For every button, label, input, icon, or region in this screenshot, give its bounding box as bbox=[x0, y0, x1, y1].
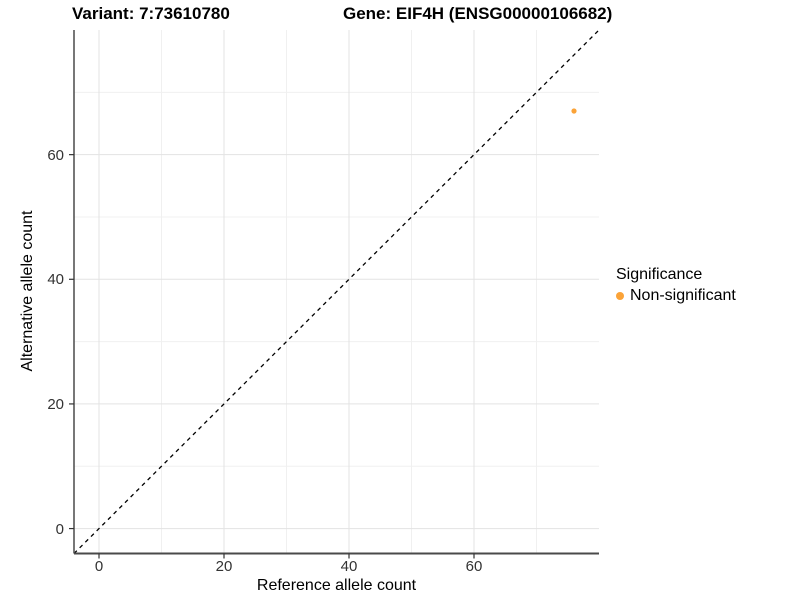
x-tick-label: 60 bbox=[465, 558, 483, 575]
x-tick-label: 20 bbox=[215, 558, 233, 575]
identity-dashed-line bbox=[73, 29, 600, 554]
plot-title-gene: Gene: EIF4H (ENSG00000106682) bbox=[343, 4, 613, 23]
legend-title: Significance bbox=[616, 266, 703, 283]
legend: Significance Non-significant bbox=[616, 266, 736, 305]
x-axis-title: Reference allele count bbox=[256, 577, 417, 594]
y-tick-label: 20 bbox=[47, 395, 64, 413]
x-tick-label: 40 bbox=[340, 558, 358, 575]
y-axis-title: Alternative allele count bbox=[19, 210, 36, 372]
y-tick-label: 60 bbox=[47, 146, 64, 164]
y-tick-label: 0 bbox=[55, 520, 64, 538]
plot-title-variant: Variant: 7:73610780 bbox=[72, 4, 230, 23]
y-tick-label: 40 bbox=[47, 271, 64, 289]
legend-point-icon bbox=[616, 292, 624, 300]
x-tick-label: 0 bbox=[94, 558, 104, 575]
data-point bbox=[571, 108, 577, 114]
legend-item-non-significant: Non-significant bbox=[616, 287, 736, 305]
legend-item-label: Non-significant bbox=[630, 287, 736, 304]
